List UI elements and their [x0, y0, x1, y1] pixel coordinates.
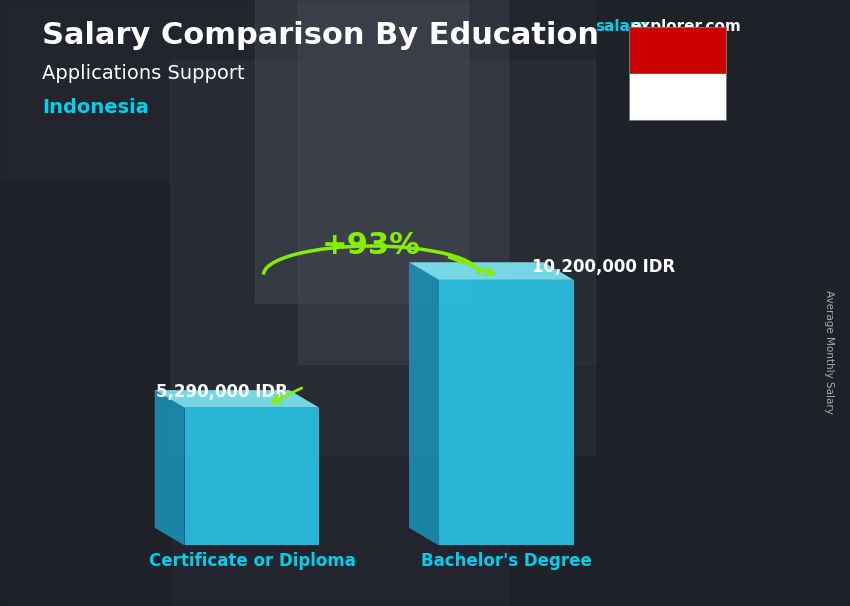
Bar — [255, 0, 468, 303]
Text: Average Monthly Salary: Average Monthly Salary — [824, 290, 834, 413]
Text: Bachelor's Degree: Bachelor's Degree — [421, 551, 592, 570]
Bar — [629, 75, 727, 121]
Polygon shape — [439, 280, 574, 545]
Polygon shape — [184, 408, 320, 545]
Polygon shape — [155, 390, 320, 408]
Polygon shape — [409, 262, 574, 280]
Polygon shape — [409, 262, 439, 545]
Bar — [170, 61, 595, 455]
Text: Applications Support: Applications Support — [42, 64, 245, 82]
Text: +93%: +93% — [322, 231, 421, 261]
Polygon shape — [155, 390, 184, 545]
Text: 10,200,000 IDR: 10,200,000 IDR — [532, 258, 675, 276]
Bar — [0, 182, 170, 606]
Bar — [298, 0, 595, 364]
Text: Indonesia: Indonesia — [42, 98, 150, 117]
Bar — [510, 0, 850, 606]
Bar — [629, 27, 727, 75]
Text: Salary Comparison By Education: Salary Comparison By Education — [42, 21, 599, 50]
Text: Certificate or Diploma: Certificate or Diploma — [149, 551, 355, 570]
Text: 5,290,000 IDR: 5,290,000 IDR — [156, 383, 288, 401]
Text: salary: salary — [595, 19, 648, 35]
Text: explorer.com: explorer.com — [631, 19, 741, 35]
